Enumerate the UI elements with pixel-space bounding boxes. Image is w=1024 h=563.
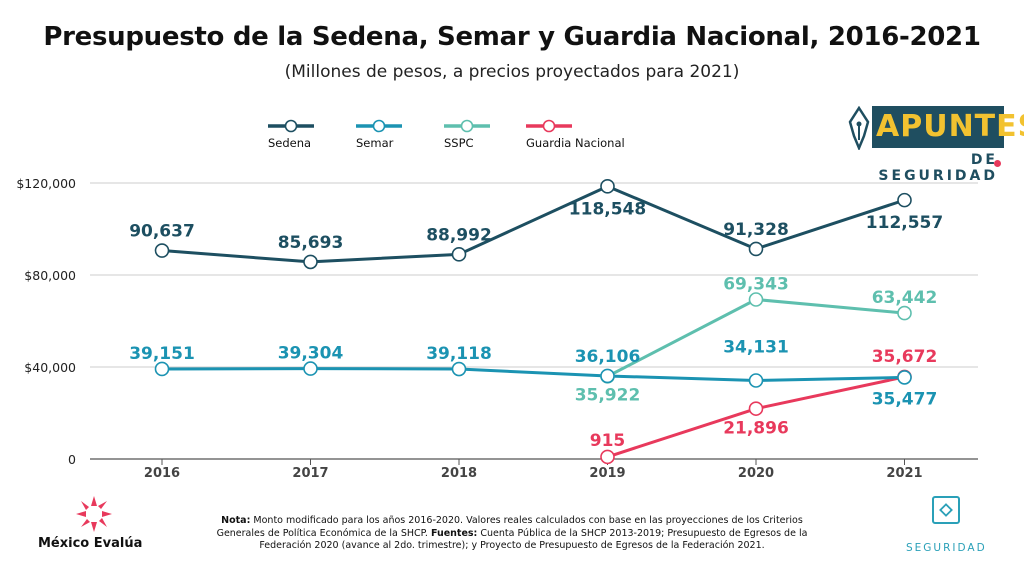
data-label: 91,328 [723,220,789,240]
series-line [607,375,905,459]
legend: Sedena Semar SSPC Guardia Nacional [268,119,625,150]
data-point [451,361,467,377]
series-line [161,184,905,264]
data-point [600,179,615,194]
data-label: 39,118 [426,344,492,364]
x-tick-label: 2020 [738,466,774,481]
data-label: 39,304 [278,344,344,364]
chart-title: Presupuesto de la Sedena, Semar y Guardi… [43,22,981,52]
legend-label: Semar [356,136,394,150]
data-label: 35,477 [872,389,938,409]
note-label: Nota: [221,515,251,526]
legend-label: Sedena [268,136,311,150]
x-tick-label: 2019 [589,466,625,481]
data-label: 36,106 [575,347,641,367]
sources-text: Cuenta Pública de la SHCP 2013-2019; Pre… [259,527,808,552]
fountain-pen-icon [848,106,870,150]
data-point [897,370,912,385]
x-tick-label: 2016 [144,466,180,481]
data-point [748,241,764,257]
data-label: 39,151 [129,344,195,364]
data-point [154,361,170,377]
y-tick-label: $120,000 [16,176,76,191]
seguridad-box-icon [932,496,960,524]
legend-swatch-marker [284,119,298,133]
y-axis: 0 $40,000 $80,000 $120,000 [16,176,76,467]
data-point [154,243,170,258]
legend-label: SSPC [444,136,474,150]
data-label: 35,922 [575,385,641,405]
data-labels: 90,637 85,693 88,992 118,548 91,328 112,557 39… [129,199,943,451]
mexico-evalua-logo: México Evalúa [38,494,178,554]
legend-swatch-marker [372,119,386,133]
data-point [897,305,912,321]
data-point [748,373,764,388]
data-point [600,449,615,465]
apuntes-subtitle: DE SEGURIDAD [878,152,998,184]
series-line [161,367,905,382]
mexico-evalua-name: México Evalúa [38,536,143,551]
series-group [154,179,912,465]
apuntes-de-seguridad-logo: APUNTES DE SEGURIDAD [842,104,1024,184]
data-label: 69,343 [723,275,789,295]
legend-swatch-marker [460,119,474,133]
x-tick-label: 2021 [886,466,922,481]
data-point [897,192,912,208]
x-tick-label: 2018 [441,466,477,481]
footnote: Nota: Monto modificado para los años 201… [200,515,824,553]
y-tick-label: $80,000 [24,268,76,283]
data-point [748,292,764,307]
data-label: 21,896 [723,419,789,439]
note-text: Monto modificado para los años 2016-2020… [216,515,803,539]
data-label: 85,693 [278,233,344,253]
data-point [600,368,615,384]
x-tick-label: 2017 [292,466,328,481]
gridlines [90,182,978,368]
apuntes-box [872,106,1004,148]
y-tick-label: $40,000 [24,360,76,375]
y-tick-label: 0 [68,452,76,467]
data-label: 118,548 [569,199,646,219]
data-label: 63,442 [872,288,938,308]
data-point [451,247,467,262]
data-label: 34,131 [723,337,789,357]
data-label: 90,637 [129,222,195,242]
seguridad-logo: SEGURIDAD [900,494,1010,554]
data-point [303,361,318,376]
seguridad-name: SEGURIDAD [906,542,987,554]
legend-swatch-marker [542,119,556,133]
data-point [303,254,318,270]
apuntes-word: APUNTES [876,109,1024,144]
x-axis: 2016 2017 2018 2019 2020 2021 [90,458,978,481]
data-label: 35,672 [872,347,938,367]
apuntes-dot [994,160,1001,167]
data-point [748,401,764,416]
data-label: 915 [590,431,626,451]
data-label: 88,992 [426,225,492,245]
chart-subtitle: (Millones de pesos, a precios proyectado… [284,62,740,82]
data-label: 112,557 [866,213,943,233]
mexico-evalua-star-icon [76,496,112,532]
sources-label: Fuentes: [430,527,478,539]
legend-label: Guardia Nacional [526,136,625,150]
